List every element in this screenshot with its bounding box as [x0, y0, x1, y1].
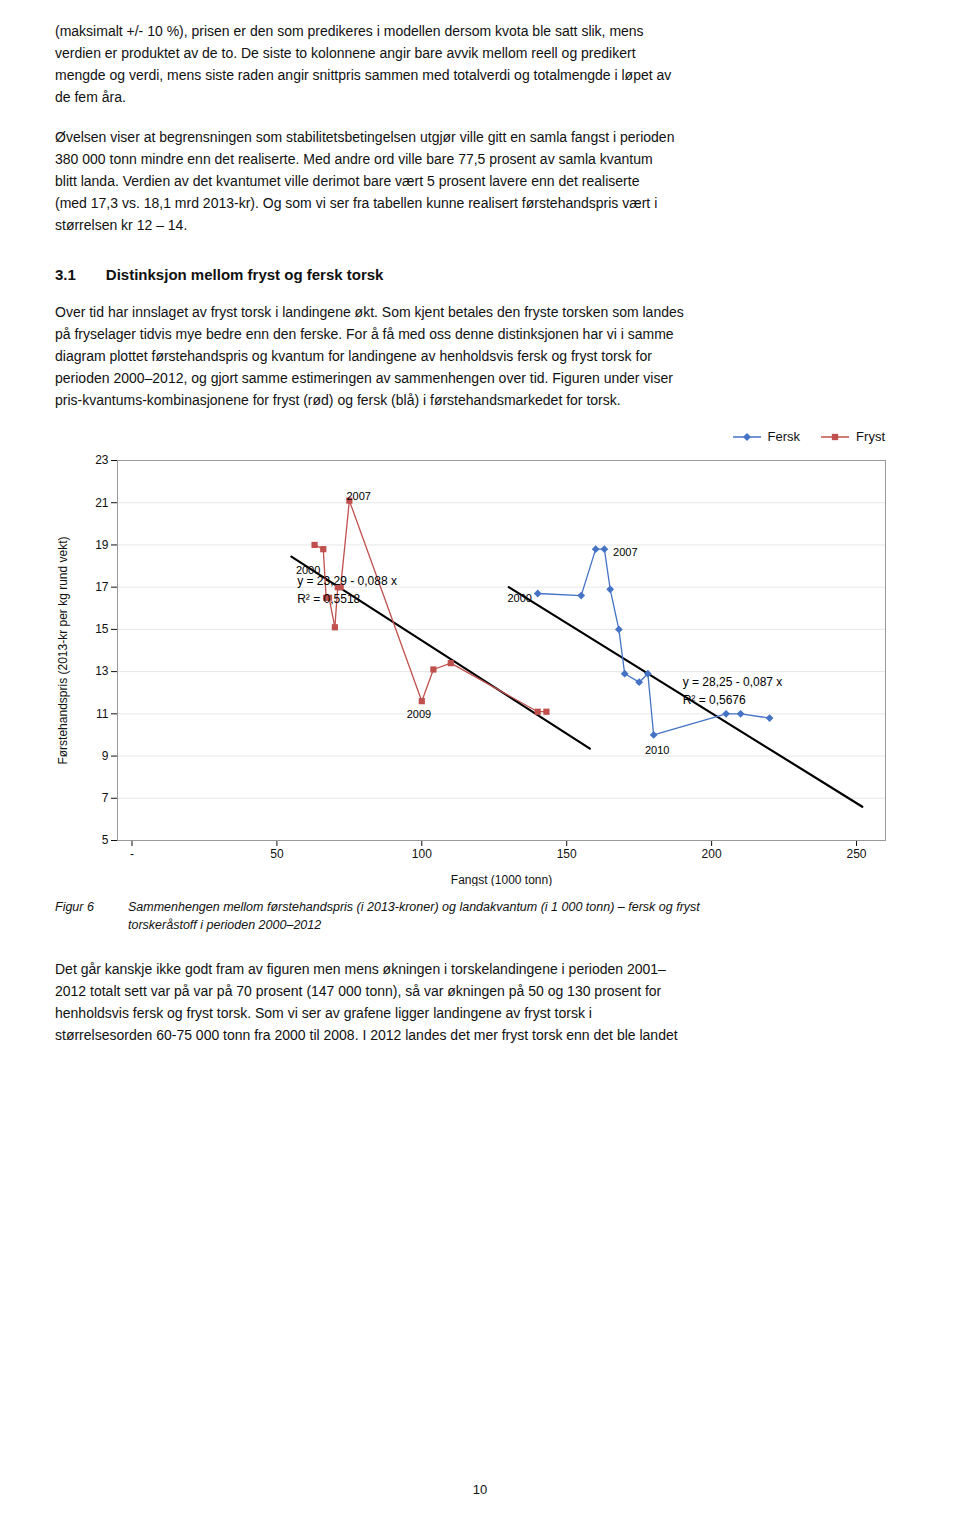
svg-text:17: 17 — [95, 580, 109, 594]
svg-text:2007: 2007 — [346, 490, 370, 502]
svg-text:50: 50 — [270, 847, 284, 861]
html-text:(med 17,3 vs. 18,1 mrd 2013-kr: (med 17,3 vs. 18,1 mrd 2013-kr). Og som … — [55, 195, 658, 211]
svg-text:21: 21 — [95, 496, 109, 510]
html-text:størrelsesorden 60-75 000 tonn: størrelsesorden 60-75 000 tonn fra 2000 … — [55, 1027, 678, 1043]
html-text:perioden 2000–2012, og gjort s: perioden 2000–2012, og gjort samme estim… — [55, 370, 673, 386]
svg-text:11: 11 — [96, 707, 109, 721]
svg-text:200: 200 — [702, 847, 722, 861]
svg-text:5: 5 — [102, 833, 109, 847]
html-text:Sammenhengen mellom førstehand: Sammenhengen mellom førstehandspris (i 2… — [128, 900, 700, 914]
html-text:3.1: 3.1 — [55, 266, 76, 283]
svg-text:150: 150 — [557, 847, 577, 861]
html-text:torskeråstoff i perioden 2000–: torskeråstoff i perioden 2000–2012 — [128, 918, 322, 932]
svg-text:19: 19 — [95, 538, 109, 552]
html-text:Over tid har innslaget av frys: Over tid har innslaget av fryst torsk i … — [55, 304, 684, 320]
html-text:(maksimalt +/- 10 %), prisen e: (maksimalt +/- 10 %), prisen er den som … — [55, 23, 644, 39]
html-text:2012 totalt sett var på var på: 2012 totalt sett var på var på 70 prosen… — [55, 983, 662, 999]
html-text:henholdsvis fersk og fryst tor: henholdsvis fersk og fryst torsk. Som vi… — [55, 1005, 592, 1021]
svg-text:100: 100 — [412, 847, 432, 861]
html-text:Øvelsen viser at begrensningen: Øvelsen viser at begrensningen som stabi… — [55, 129, 675, 145]
html-text:på fryselager tidvis mye bedre: på fryselager tidvis mye bedre enn den f… — [55, 326, 674, 342]
html-text:de fem åra.: de fem åra. — [55, 89, 126, 105]
svg-text:23: 23 — [95, 453, 109, 467]
svg-text:2000: 2000 — [296, 564, 320, 576]
svg-text:2007: 2007 — [613, 546, 637, 558]
html-text:diagram plottet førstehandspri: diagram plottet førstehandspris og kvant… — [55, 348, 652, 364]
html-text:mengde og verdi, mens siste ra: mengde og verdi, mens siste raden angir … — [55, 67, 672, 83]
svg-text:7: 7 — [102, 791, 109, 805]
html-text:Distinksjon mellom fryst og fe: Distinksjon mellom fryst og fersk torsk — [105, 266, 384, 283]
svg-text:-: - — [130, 847, 134, 861]
html-text:Figur 6: Figur 6 — [55, 900, 94, 914]
svg-text:2010: 2010 — [645, 744, 669, 756]
html-text:Fersk: Fersk — [767, 429, 801, 444]
svg-text:Førstehandspris (2013-kr per k: Førstehandspris (2013-kr per kg rund vek… — [56, 536, 70, 764]
html-text:380 000 tonn mindre enn det re: 380 000 tonn mindre enn det realiserte. … — [55, 151, 653, 167]
html-text:Fryst: Fryst — [856, 429, 885, 444]
html-text:Det går kanskje ikke godt fram: Det går kanskje ikke godt fram av figure… — [55, 961, 666, 977]
svg-text:y = 28,25 - 0,087 xR² = 0,5676: y = 28,25 - 0,087 xR² = 0,5676 — [683, 676, 783, 708]
svg-text:13: 13 — [95, 664, 109, 678]
html-text:pris-kvantums-kombinasjonene f: pris-kvantums-kombinasjonene for fryst (… — [55, 392, 621, 408]
svg-text:y = 23,29 - 0,088 xR² = 0,5518: y = 23,29 - 0,088 xR² = 0,5518 — [297, 574, 397, 606]
html-text:størrelsen kr 12 – 14.: størrelsen kr 12 – 14. — [55, 217, 188, 233]
svg-text:2000: 2000 — [507, 592, 531, 604]
svg-text:15: 15 — [95, 622, 109, 636]
svg-text:250: 250 — [847, 847, 867, 861]
html-text:10: 10 — [472, 1482, 488, 1497]
html-text:verdien er produktet av de to.: verdien er produktet av de to. De siste … — [55, 45, 636, 61]
svg-text:2009: 2009 — [407, 708, 431, 720]
svg-text:Fangst (1000 tonn): Fangst (1000 tonn) — [451, 873, 552, 887]
svg-text:9: 9 — [102, 749, 109, 763]
html-text:blitt landa. Verdien av det kv: blitt landa. Verdien av det kvantumet vi… — [55, 173, 640, 189]
